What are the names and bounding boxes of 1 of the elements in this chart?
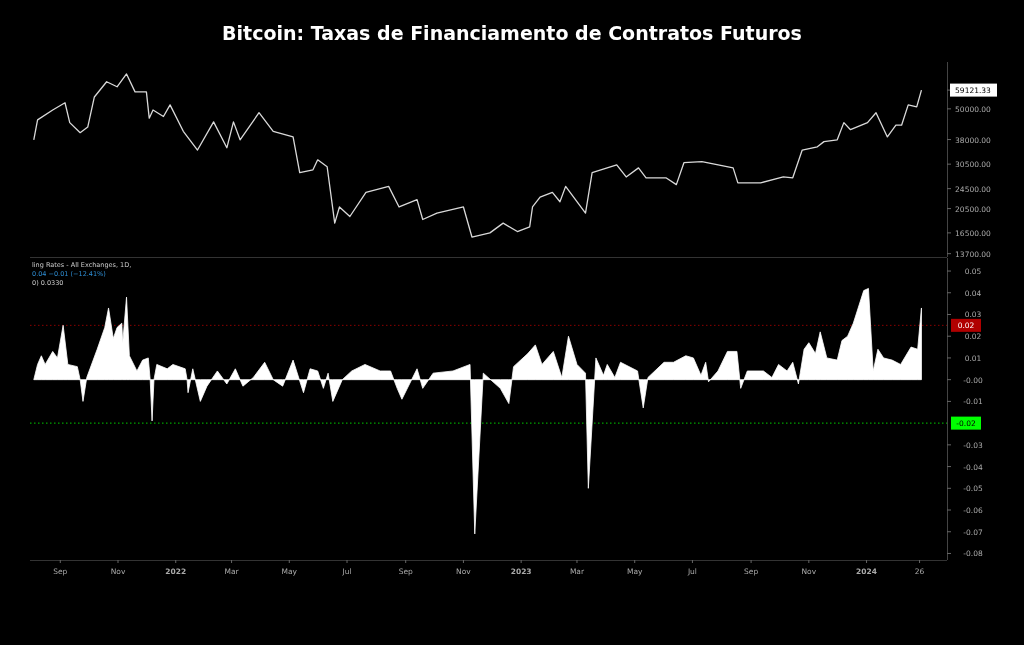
chart-title: Bitcoin: Taxas de Financiamento de Contratos Futuros: [222, 22, 802, 44]
